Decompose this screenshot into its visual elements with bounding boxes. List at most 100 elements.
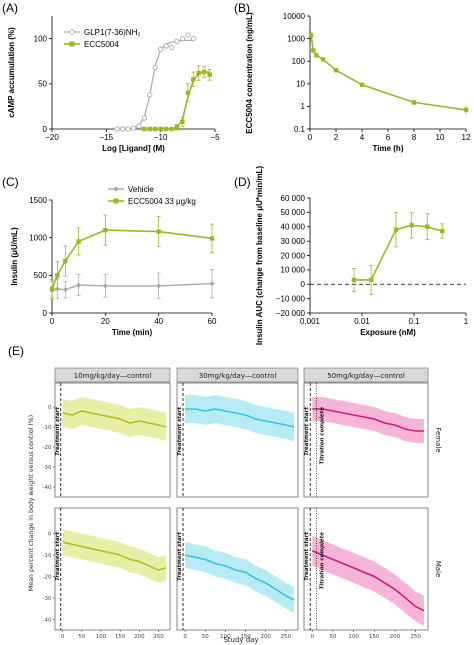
data-point-glp1 — [152, 64, 158, 71]
x-tick-label: 0 — [308, 133, 313, 142]
x-tick-label: 8 — [412, 133, 417, 142]
data-point-vehicle — [156, 283, 162, 289]
confidence-band — [62, 397, 167, 441]
data-point-glp1 — [168, 44, 175, 51]
data-point-glp1 — [147, 91, 153, 98]
x-tick-label: 100 — [220, 634, 231, 640]
y-tick-label: -30 — [43, 596, 52, 602]
data-point-ecc5004 — [425, 224, 430, 229]
data-point-ecc5004 — [311, 48, 316, 53]
x-tick-label: 200 — [390, 634, 401, 640]
y-axis-label: Insulin AUC (change from baseline μU*min… — [255, 166, 264, 346]
y-tick-label: 20 000 — [281, 251, 306, 260]
data-point-glp1 — [190, 35, 196, 42]
treatment-start-label: Treatment start — [304, 407, 310, 456]
panel-label-d: (D) — [234, 175, 251, 189]
confidence-band — [185, 542, 294, 613]
y-tick-label: 30 000 — [281, 237, 306, 246]
data-point-glp1 — [179, 35, 186, 42]
data-point-ecc5004 — [147, 126, 152, 132]
y-tick-label: 10000 — [283, 12, 306, 21]
mean-change-line — [312, 408, 424, 432]
data-point-ecc5004 — [185, 90, 191, 96]
y-tick-label: 50 — [38, 80, 47, 89]
data-point-vehicle — [62, 287, 68, 293]
x-axis-label: Log [Ligand] (M) — [102, 144, 165, 153]
x-axis-label: Study day — [223, 636, 258, 644]
treatment-start-label: Treatment start — [177, 532, 183, 581]
treatment-start-label: Treatment start — [55, 532, 61, 581]
data-point-ecc5004 — [76, 239, 81, 244]
titration-complete-label: Titration complete — [319, 532, 325, 590]
series-line-ecc5004 — [51, 229, 213, 290]
data-point-glp1 — [125, 126, 131, 132]
y-axis-label: cAMP accumulation (%) — [7, 27, 16, 118]
x-tick-label: 0.001 — [300, 317, 321, 326]
x-tick-label: 0.1 — [408, 317, 420, 326]
data-point-ecc5004 — [359, 82, 365, 88]
mean-change-line — [62, 541, 167, 571]
y-tick-label: 1500 — [29, 196, 47, 205]
mean-change-line — [185, 408, 295, 428]
panel-label-a: (A) — [2, 1, 18, 15]
x-tick-label: 50 — [202, 634, 209, 640]
legend-label-glp1: GLP1(7-36)NH₂ — [84, 28, 140, 37]
data-point-ecc5004 — [308, 33, 314, 38]
data-point-ecc5004 — [207, 72, 212, 77]
x-tick-label: 40 — [154, 317, 163, 326]
mean-change-line — [62, 410, 167, 428]
treatment-start-label: Treatment start — [304, 532, 310, 581]
data-point-ecc5004 — [158, 126, 163, 132]
data-point-ecc5004 — [156, 229, 161, 234]
x-axis-label: Time (min) — [112, 328, 153, 337]
y-tick-label: -10 — [43, 425, 52, 431]
y-tick-label: -40 — [43, 485, 52, 491]
x-axis-label: Exposure (nM) — [360, 328, 416, 337]
x-tick-label: −15 — [100, 133, 114, 142]
x-tick-label: 60 — [208, 317, 217, 326]
y-tick-label: 50 000 — [281, 208, 306, 217]
legend-label-ecc5004: ECC5004 33 μg/kg — [128, 197, 196, 206]
y-tick-label: 1 — [301, 102, 306, 111]
y-tick-label: -10 — [43, 553, 52, 559]
data-point-ecc5004 — [368, 277, 374, 283]
x-tick-label: 200 — [134, 634, 145, 640]
x-tick-label: 100 — [348, 634, 359, 640]
data-point-ecc5004 — [180, 119, 185, 124]
x-tick-label: 0 — [311, 634, 315, 640]
data-point-vehicle — [76, 282, 82, 288]
confidence-band — [62, 529, 167, 583]
y-tick-label: 0 — [43, 309, 48, 318]
panel-label-b: (B) — [234, 1, 250, 15]
series-line-ecc5004 — [353, 224, 443, 281]
data-point-ecc5004 — [333, 67, 339, 73]
legend-marker-ecc5004 — [69, 41, 75, 47]
x-tick-label: 150 — [115, 634, 126, 640]
data-point-glp1 — [163, 43, 169, 49]
mean-change-line — [311, 550, 425, 612]
legend-label-vehicle: Vehicle — [128, 185, 154, 194]
y-tick-label: 1000 — [29, 233, 47, 242]
x-tick-label: 200 — [260, 634, 271, 640]
x-tick-label: −20 — [45, 133, 59, 142]
x-tick-label: 50 — [329, 634, 336, 640]
facet-strip-column — [303, 367, 429, 383]
series-line-glp1 — [117, 39, 194, 130]
data-point-ecc5004 — [440, 228, 445, 234]
x-tick-label: 6 — [386, 133, 391, 142]
data-point-ecc5004 — [209, 236, 215, 241]
facet-strip-label: Male — [434, 561, 442, 578]
x-axis-label: Time (h) — [373, 144, 404, 153]
facet-strip-label: 50mg/kg/day—control — [327, 372, 405, 380]
y-tick-label: -40 — [43, 617, 52, 623]
x-tick-label: 0.01 — [354, 317, 370, 326]
x-tick-label: 0 — [61, 634, 65, 640]
x-tick-label: 10 — [436, 133, 445, 142]
data-point-glp1 — [158, 46, 164, 53]
y-tick-label: 60 000 — [281, 194, 306, 203]
data-point-ecc5004 — [191, 77, 196, 82]
y-tick-label: 100 — [34, 34, 48, 43]
data-point-glp1 — [136, 123, 142, 129]
data-point-ecc5004 — [351, 277, 357, 283]
